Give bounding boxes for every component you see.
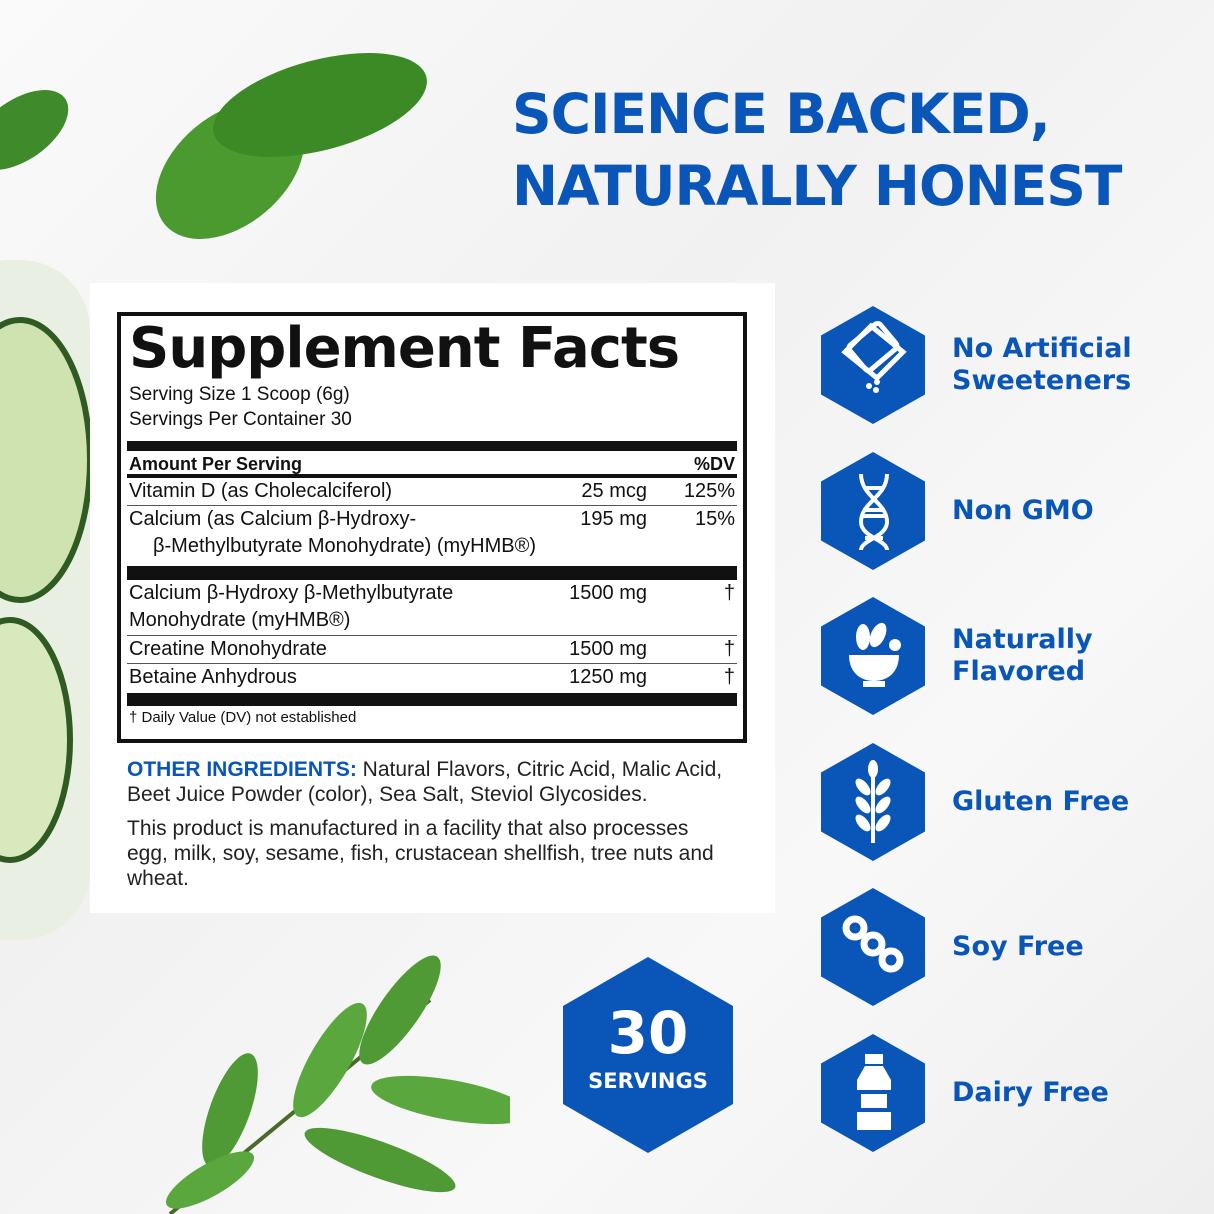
table-row: Calcium β-Hydroxy β-Methylbutyrate Monoh… (127, 580, 737, 636)
mortar-leaf-icon (821, 597, 925, 716)
servings-label: SERVINGS (588, 1069, 708, 1093)
label-panel (90, 283, 775, 913)
footnote: † Daily Value (DV) not established (129, 709, 357, 726)
feature-label: Gluten Free (952, 785, 1130, 817)
supplement-facts-table: Supplement Facts Serving Size 1 Scoop (6… (117, 312, 747, 743)
facts-title: Supplement Facts (129, 316, 680, 381)
other-ingredients-label: OTHER INGREDIENTS: (127, 758, 357, 781)
feature-label: No Artificial Sweeteners (952, 333, 1132, 396)
dna-icon (821, 451, 925, 570)
table-row: Vitamin D (as Cholecalciferol) 25 mcg 12… (127, 478, 737, 506)
ingredient-amount: 1500 mg (569, 638, 647, 660)
ingredient-name: Creatine Monohydrate (129, 638, 327, 660)
green-leaves-image (165, 955, 510, 1214)
nutrient-name: Calcium (as Calcium β-Hydroxy- (129, 508, 417, 530)
feature-label: Dairy Free (952, 1077, 1109, 1108)
nutrient-name-cont: β-Methylbutyrate Monohydrate) (myHMB®) (153, 535, 537, 557)
cucumber-bowl-image (0, 260, 93, 940)
ingredient-dv: † (723, 582, 735, 604)
servings-per-container: Servings Per Container 30 (129, 409, 352, 430)
nutrient-dv: 15% (694, 508, 735, 530)
table-header: Amount Per Serving %DV (127, 451, 737, 478)
feature-badge: Dairy Free (821, 1034, 1201, 1152)
allergen-statement: This product is manufactured in a facili… (127, 817, 714, 890)
hexagon-shape (563, 957, 733, 1153)
ingredient-amount: 1500 mg (569, 582, 647, 604)
divider (127, 441, 737, 451)
nutrient-amount: 25 mcg (581, 480, 647, 502)
servings-badge: 30 SERVINGS (563, 957, 733, 1153)
divider (127, 566, 737, 580)
divider (127, 693, 737, 706)
headline-line-2: NATURALLY HONEST (512, 154, 1122, 218)
header-dv: %DV (693, 454, 735, 474)
nutrient-dv: 125% (683, 480, 735, 502)
table-row: Creatine Monohydrate 1500 mg † (127, 636, 737, 664)
table-row: Calcium (as Calcium β-Hydroxy- β-Methylb… (127, 506, 737, 562)
milk-bottle-icon (821, 1034, 925, 1152)
feature-badge: No Artificial Sweeteners (821, 306, 1201, 424)
other-ingredients-text: Natural Flavors, Citric Acid, Malic Acid… (127, 758, 723, 806)
feature-badge: Soy Free (821, 888, 1201, 1007)
ingredient-dv: † (723, 638, 735, 660)
feature-label: Non GMO (952, 494, 1094, 526)
ingredient-dv: † (723, 666, 735, 688)
headline-line-1: SCIENCE BACKED, (512, 82, 1051, 146)
feature-label: Soy Free (952, 931, 1084, 963)
headline: SCIENCE BACKED, NATURALLY HONEST (512, 78, 1122, 222)
soybean-icon (821, 888, 925, 1007)
table-row: Betaine Anhydrous 1250 mg † (127, 664, 737, 692)
wheat-icon (821, 742, 925, 861)
feature-label: Naturally Flavored (952, 624, 1093, 688)
nutrient-amount: 195 mg (580, 508, 647, 530)
ingredient-amount: 1250 mg (569, 666, 647, 688)
ingredient-name-cont: Monohydrate (myHMB®) (129, 609, 351, 631)
other-ingredients: OTHER INGREDIENTS: Natural Flavors, Citr… (127, 757, 727, 807)
feature-badge: Naturally Flavored (821, 597, 1201, 716)
feature-badge: Gluten Free (821, 742, 1201, 861)
ingredient-name: Betaine Anhydrous (129, 666, 297, 688)
servings-number: 30 (607, 999, 689, 1067)
nutrient-name: Vitamin D (as Cholecalciferol) (129, 480, 393, 502)
sweetener-packet-icon (821, 306, 925, 424)
serving-size: Serving Size 1 Scoop (6g) (129, 384, 350, 405)
basil-leaves-image (0, 53, 427, 239)
feature-badge: Non GMO (821, 451, 1201, 570)
ingredient-name: Calcium β-Hydroxy β-Methylbutyrate (129, 582, 454, 604)
header-amount: Amount Per Serving (129, 454, 303, 474)
